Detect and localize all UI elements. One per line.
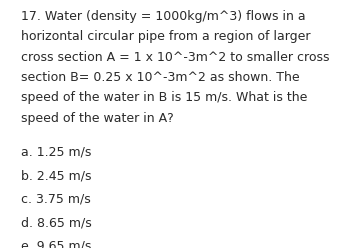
- Text: a. 1.25 m/s: a. 1.25 m/s: [21, 146, 91, 158]
- Text: d. 8.65 m/s: d. 8.65 m/s: [21, 216, 92, 229]
- Text: cross section A = 1 x 10^-3m^2 to smaller cross: cross section A = 1 x 10^-3m^2 to smalle…: [21, 51, 329, 63]
- Text: speed of the water in A?: speed of the water in A?: [21, 112, 174, 124]
- Text: horizontal circular pipe from a region of larger: horizontal circular pipe from a region o…: [21, 30, 310, 43]
- Text: c. 3.75 m/s: c. 3.75 m/s: [21, 193, 91, 206]
- Text: 17. Water (density = 1000kg/m^3) flows in a: 17. Water (density = 1000kg/m^3) flows i…: [21, 10, 306, 23]
- Text: speed of the water in B is 15 m/s. What is the: speed of the water in B is 15 m/s. What …: [21, 91, 307, 104]
- Text: e. 9.65 m/s: e. 9.65 m/s: [21, 240, 91, 248]
- Text: b. 2.45 m/s: b. 2.45 m/s: [21, 169, 91, 182]
- Text: section B= 0.25 x 10^-3m^2 as shown. The: section B= 0.25 x 10^-3m^2 as shown. The: [21, 71, 300, 84]
